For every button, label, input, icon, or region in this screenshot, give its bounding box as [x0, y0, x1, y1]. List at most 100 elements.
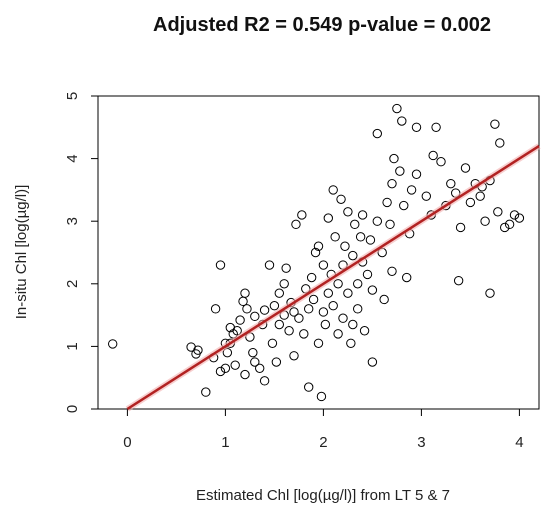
data-point — [421, 191, 431, 201]
data-point — [269, 301, 280, 311]
data-point — [304, 304, 314, 314]
data-point — [333, 329, 343, 339]
data-point — [348, 319, 358, 330]
data-point — [310, 247, 321, 258]
data-point — [108, 339, 118, 349]
y-axis: 0 1 2 3 4 5 — [64, 92, 98, 413]
data-point — [255, 363, 265, 374]
plot-area-frame — [97, 95, 540, 410]
data-point — [267, 338, 278, 348]
data-point — [313, 241, 324, 251]
data-point — [230, 360, 240, 370]
data-point — [338, 313, 348, 323]
data-point — [328, 185, 338, 195]
data-point — [500, 222, 510, 233]
data-point — [446, 178, 456, 189]
data-point — [385, 219, 395, 230]
data-point — [297, 210, 307, 220]
data-point — [399, 200, 409, 211]
data-point — [357, 210, 368, 220]
data-point — [330, 232, 340, 242]
data-point — [215, 260, 226, 270]
data-point — [279, 279, 289, 289]
data-point — [465, 197, 476, 208]
data-point — [264, 260, 275, 270]
data-point — [289, 307, 299, 317]
data-point — [392, 103, 402, 114]
data-point — [350, 219, 360, 230]
data-point — [215, 366, 226, 377]
data-point — [428, 150, 438, 161]
data-point — [318, 307, 329, 317]
data-point — [235, 315, 245, 325]
data-point — [336, 194, 346, 204]
data-point — [232, 326, 242, 336]
x-tick-label: 1 — [221, 434, 229, 451]
y-tick-label: 4 — [64, 154, 81, 162]
data-point — [340, 241, 350, 251]
data-point — [509, 210, 520, 220]
data-point — [306, 272, 317, 283]
data-point — [250, 311, 260, 322]
data-point — [411, 169, 422, 179]
data-point — [514, 213, 525, 223]
data-point — [343, 288, 353, 298]
data-point — [346, 338, 356, 348]
data-point — [281, 263, 291, 273]
data-point — [348, 250, 358, 261]
data-point — [248, 347, 258, 358]
data-point — [387, 266, 397, 276]
data-point — [367, 285, 378, 295]
data-point — [480, 216, 490, 226]
data-point — [284, 326, 294, 336]
y-tick-label: 2 — [64, 280, 81, 288]
x-tick-label: 0 — [123, 434, 131, 451]
data-point — [355, 232, 366, 242]
data-point — [460, 163, 471, 173]
data-point — [333, 279, 343, 289]
data-point — [259, 376, 270, 386]
data-point — [294, 313, 304, 323]
y-tick-label: 1 — [64, 342, 81, 350]
y-tick-label: 3 — [64, 217, 81, 225]
data-point — [382, 197, 392, 208]
data-point — [495, 138, 505, 148]
data-point — [387, 178, 397, 189]
data-point — [353, 279, 363, 289]
data-point — [291, 219, 301, 230]
x-axis-label: Estimated Chl [log(µg/l)] from LT 5 & 7 — [196, 487, 450, 504]
data-point — [201, 387, 211, 397]
data-point — [210, 304, 221, 314]
x-tick-label: 4 — [515, 434, 523, 451]
data-point — [365, 235, 376, 245]
data-point — [308, 294, 319, 305]
chart-title: Adjusted R2 = 0.549 p-value = 0.002 — [153, 14, 491, 36]
data-point — [240, 288, 250, 298]
data-point — [343, 207, 353, 217]
data-point — [359, 326, 370, 336]
data-point — [304, 382, 314, 392]
x-axis: 0 1 2 3 4 — [123, 409, 524, 451]
x-tick-label: 2 — [319, 434, 327, 451]
data-point — [323, 213, 333, 223]
data-point — [493, 207, 503, 217]
data-point — [372, 128, 382, 139]
data-point — [453, 275, 464, 286]
data-point — [313, 338, 324, 348]
data-point — [485, 288, 495, 298]
data-point — [406, 185, 417, 195]
regression-line-group — [125, 143, 541, 412]
data-point — [316, 391, 327, 402]
data-point — [193, 345, 203, 355]
y-axis-label: In-situ Chl [log(µg/l)] — [13, 185, 30, 320]
data-point — [328, 301, 338, 311]
data-point — [431, 122, 441, 133]
data-point — [379, 294, 389, 305]
y-tick-label: 0 — [64, 405, 81, 413]
data-point — [240, 369, 250, 380]
data-point — [274, 288, 284, 298]
data-point — [455, 222, 466, 233]
data-point — [299, 329, 309, 339]
data-point — [389, 153, 399, 164]
